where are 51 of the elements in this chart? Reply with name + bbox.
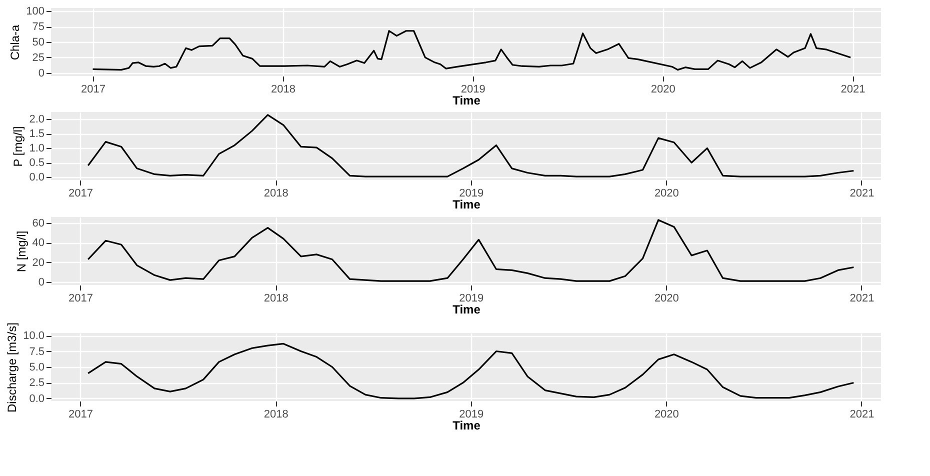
y-axis-title: Chla-a	[8, 24, 22, 60]
x-tick-label: 2021	[850, 408, 874, 420]
x-axis-title: Time	[452, 198, 481, 212]
y-axis-title: N [mg/l]	[14, 230, 28, 272]
y-tick-label: 5.0	[29, 362, 44, 374]
y-tick-label: 2.5	[29, 377, 44, 390]
x-tick-label: 2018	[264, 408, 288, 420]
x-tick-label: 2018	[270, 84, 296, 96]
x-tick-label: 2018	[264, 292, 288, 304]
y-tick-label: 100	[26, 6, 44, 18]
x-tick-label: 2021	[840, 84, 866, 96]
y-tick-label: 1.5	[29, 128, 44, 140]
y-axis-title: Discharge [m3/s]	[5, 322, 20, 413]
y-tick-label: 2.0	[29, 114, 44, 126]
x-tick-label: 2018	[264, 188, 288, 200]
x-tick-label: 2019	[459, 188, 484, 200]
y-tick-label: 1.0	[29, 142, 44, 155]
y-axis-title: P [mg/l]	[11, 126, 26, 167]
line-series	[87, 342, 854, 400]
x-tick-label: 2020	[654, 292, 679, 304]
x-tick-label: 2020	[650, 84, 676, 96]
x-tick-label: 2020	[654, 408, 679, 420]
x-tick-label: 2017	[68, 188, 94, 200]
x-tick-label: 2019	[459, 408, 484, 420]
line-series	[87, 114, 854, 178]
y-tick-label: 0.5	[29, 157, 44, 170]
x-axis-title: Time	[452, 302, 481, 316]
x-tick-label: 2019	[459, 292, 484, 304]
x-tick-label: 2017	[81, 84, 106, 96]
x-tick-label: 2017	[68, 292, 94, 304]
x-tick-label: 2021	[850, 188, 874, 200]
x-axis-title: Time	[452, 418, 481, 432]
y-tick-label: 0	[38, 67, 44, 80]
y-tick-label: 10.0	[23, 330, 44, 342]
x-tick-label: 2020	[654, 188, 679, 200]
y-tick-label: 0.0	[29, 392, 44, 405]
y-tick-label: 7.5	[29, 346, 44, 358]
y-tick-label: 50	[32, 36, 44, 48]
y-tick-label: 20	[32, 256, 44, 269]
line-series	[87, 219, 854, 282]
y-tick-label: 0.0	[29, 172, 44, 184]
x-tick-label: 2021	[850, 292, 874, 304]
y-tick-label: 0	[38, 276, 44, 289]
y-tick-label: 60	[32, 217, 44, 230]
x-axis-title: Time	[452, 94, 481, 108]
x-tick-label: 2017	[68, 408, 94, 420]
y-tick-label: 75	[32, 21, 44, 34]
line-series	[92, 30, 852, 71]
y-tick-label: 40	[32, 237, 44, 250]
x-tick-label: 2019	[460, 84, 486, 96]
y-tick-label: 25	[32, 52, 44, 64]
